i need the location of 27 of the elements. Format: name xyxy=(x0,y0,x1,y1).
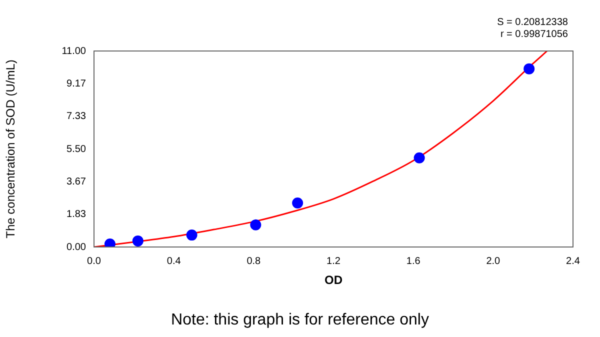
x-tick-label: 1.6 xyxy=(406,256,421,267)
x-tick-label: 2.4 xyxy=(566,256,580,267)
y-tick-label: 3.67 xyxy=(66,176,86,188)
x-tick-label: 1.2 xyxy=(326,256,341,267)
x-tick-label: 0.4 xyxy=(166,256,182,267)
point xyxy=(186,230,198,241)
y-tick-label: 7.33 xyxy=(66,111,86,122)
y-axis-title: The concentration of SOD (U/mL) xyxy=(4,60,18,238)
text: S = 0.20812338 xyxy=(497,16,568,28)
y-tick-label: 0.00 xyxy=(66,242,86,253)
point xyxy=(250,219,262,230)
point xyxy=(104,238,116,247)
text: Note: this graph is for reference only xyxy=(171,311,429,328)
y-tick-label: 1.83 xyxy=(66,209,86,220)
point xyxy=(292,197,304,208)
x-axis-title: OD xyxy=(324,273,343,288)
point xyxy=(132,235,144,246)
text: r = 0.99871056 xyxy=(500,28,568,40)
y-tick-label: 11.00 xyxy=(62,46,86,57)
point xyxy=(524,63,535,74)
line-series xyxy=(94,51,548,247)
y-tick-label: 9.17 xyxy=(66,78,86,90)
x-tick-label: 0.0 xyxy=(87,256,102,267)
x-tick-label: 2.0 xyxy=(486,256,501,267)
x-tick-label: 0.8 xyxy=(246,256,262,267)
point xyxy=(414,152,425,164)
y-tick-label: 5.50 xyxy=(66,144,86,155)
